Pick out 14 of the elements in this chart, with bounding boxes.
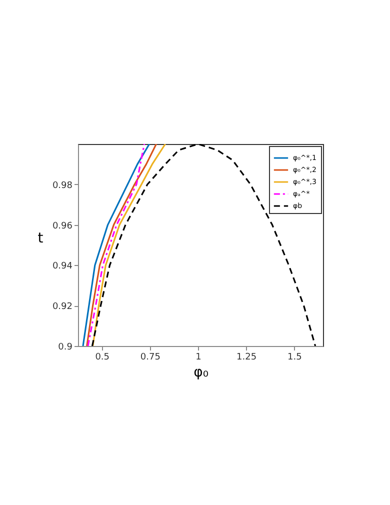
y-tick-label: 0.9 (58, 342, 73, 352)
line-series (92, 144, 166, 346)
y-tick-label: 0.96 (52, 221, 73, 232)
x-tick-label: 1.25 (236, 352, 257, 362)
y-tick-label: 0.94 (52, 262, 73, 272)
x-tick-label: 1.5 (287, 352, 302, 362)
x-tick-label: 0.5 (95, 352, 110, 362)
y-axis-title: t (38, 230, 44, 246)
x-tick-label: 0.75 (140, 352, 160, 362)
y-tick-label: 0.92 (52, 302, 72, 312)
x-tick-label: 1 (196, 352, 202, 362)
y-tick-label: 0.98 (52, 180, 73, 191)
x-axis-title: φ₀ (194, 364, 209, 380)
line-series (91, 144, 316, 346)
